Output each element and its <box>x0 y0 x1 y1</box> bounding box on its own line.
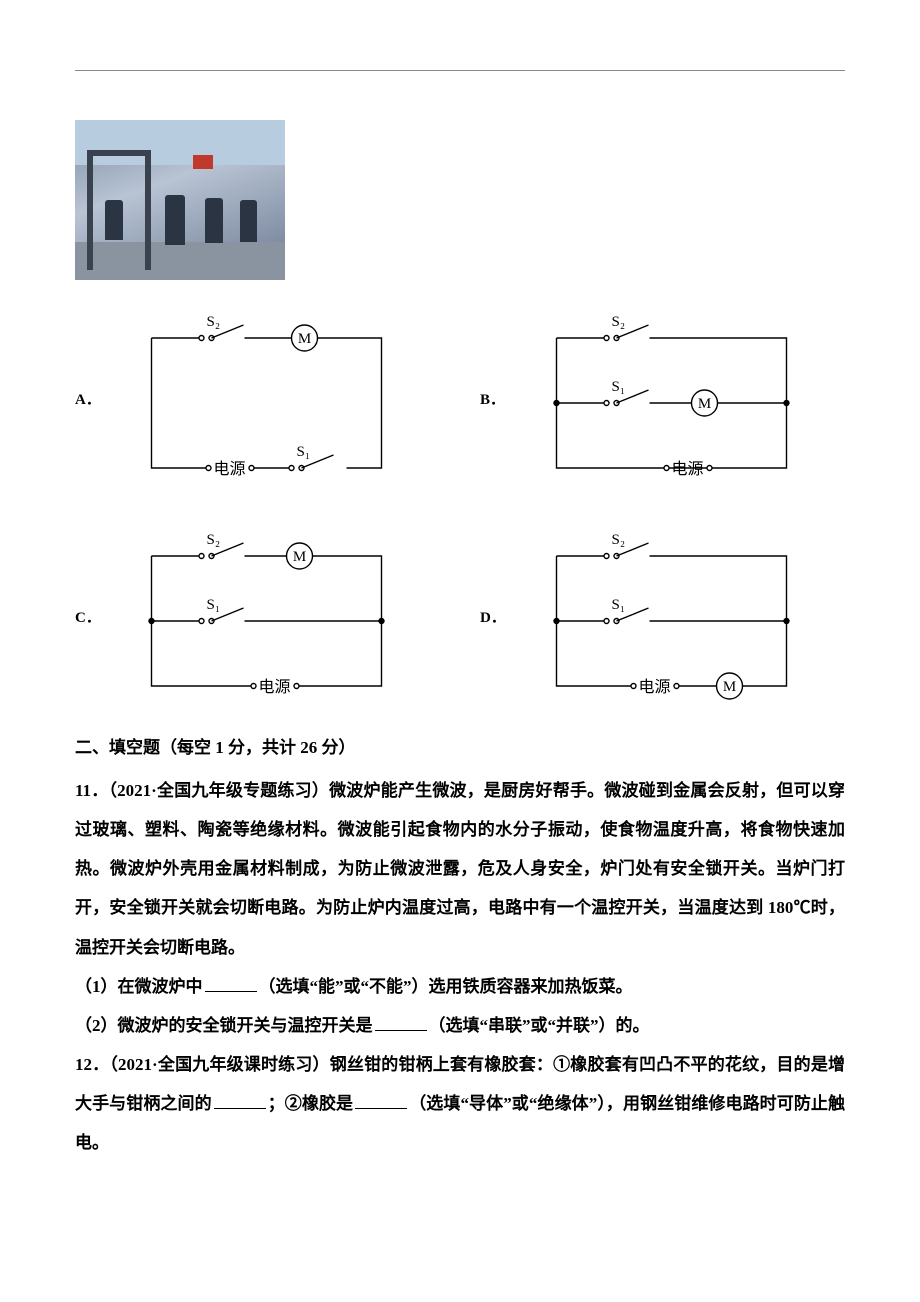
svg-text:S₂: S₂ <box>612 314 626 330</box>
circuit-option-b: B． M S₂ S₁ 电源 <box>480 298 845 498</box>
question-12: 12．（2021·全国九年级课时练习）钢丝钳的钳柄上套有橡胶套：①橡胶套有凹凸不… <box>75 1045 845 1162</box>
blank-input[interactable] <box>375 1012 427 1031</box>
svg-text:M: M <box>723 679 736 695</box>
svg-text:S₂: S₂ <box>207 532 221 548</box>
svg-text:M: M <box>698 396 711 412</box>
context-photo <box>75 120 285 280</box>
q12-part2: ；②橡胶是 <box>268 1094 353 1113</box>
option-label: A． <box>75 388 93 409</box>
section-2-header: 二、填空题（每空 1 分，共计 26 分） <box>75 734 845 761</box>
svg-text:S₂: S₂ <box>612 532 626 548</box>
q11-sub2-suffix: （选填“串联”或“并联”）的。 <box>429 1016 650 1035</box>
blank-input[interactable] <box>205 973 257 992</box>
blank-input[interactable] <box>355 1090 407 1109</box>
circuit-diagram-a: M S₂ S₁ 电源 <box>103 298 440 498</box>
svg-text:S₁: S₁ <box>612 379 626 395</box>
circuit-option-a: A． M S₂ S₁ 电源 <box>75 298 440 498</box>
circuit-diagram-c: M S₂ S₁ 电源 <box>103 516 440 716</box>
svg-text:S₁: S₁ <box>207 597 221 613</box>
circuit-diagram-d: M S₂ S₁ 电源 <box>508 516 845 716</box>
svg-text:S₁: S₁ <box>612 597 626 613</box>
svg-text:S₁: S₁ <box>297 444 311 460</box>
svg-text:电源: 电源 <box>671 460 703 478</box>
question-11-sub2: （2）微波炉的安全锁开关与温控开关是 （选填“串联”或“并联”）的。 <box>75 1006 845 1045</box>
option-label: C． <box>75 606 93 627</box>
circuit-diagram-b: M S₂ S₁ 电源 <box>508 298 845 498</box>
circuit-option-c: C． M S₂ S₁ 电源 <box>75 516 440 716</box>
q11-sub1-suffix: （选填“能”或“不能”）选用铁质容器来加热饭菜。 <box>259 977 633 996</box>
q11-sub1-prefix: （1）在微波炉中 <box>75 977 203 996</box>
q12-prefix: 12．（2021·全国九年级课时练习） <box>75 1055 330 1074</box>
q11-prefix: 11．（2021·全国九年级专题练习） <box>75 781 329 800</box>
circuit-options-grid: A． M S₂ S₁ 电源 B． <box>75 298 845 716</box>
svg-text:电源: 电源 <box>638 678 670 696</box>
q11-sub2-prefix: （2）微波炉的安全锁开关与温控开关是 <box>75 1016 373 1035</box>
svg-text:M: M <box>293 549 306 565</box>
question-11: 11．（2021·全国九年级专题练习）微波炉能产生微波，是厨房好帮手。微波碰到金… <box>75 771 845 966</box>
question-11-sub1: （1）在微波炉中 （选填“能”或“不能”）选用铁质容器来加热饭菜。 <box>75 967 845 1006</box>
svg-text:M: M <box>298 331 311 347</box>
circuit-option-d: D． M S₂ S₁ 电源 <box>480 516 845 716</box>
option-label: D． <box>480 606 498 627</box>
option-label: B． <box>480 388 498 409</box>
blank-input[interactable] <box>214 1090 266 1109</box>
q11-body: 微波炉能产生微波，是厨房好帮手。微波碰到金属会反射，但可以穿过玻璃、塑料、陶瓷等… <box>75 781 845 956</box>
top-rule <box>75 70 845 71</box>
svg-text:电源: 电源 <box>258 678 290 696</box>
svg-text:电源: 电源 <box>213 460 245 478</box>
svg-text:S₂: S₂ <box>207 314 221 330</box>
